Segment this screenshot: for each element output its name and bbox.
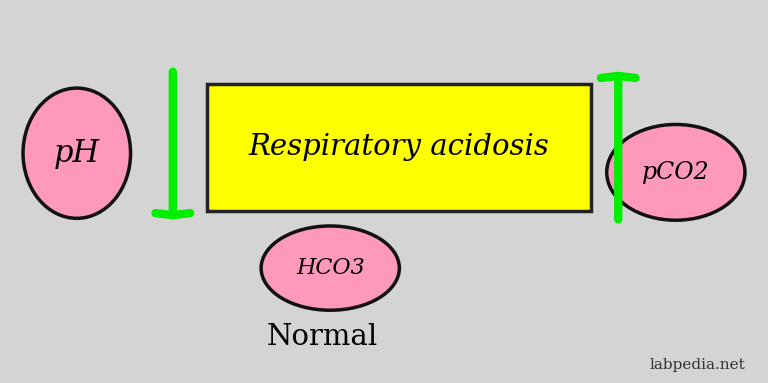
Text: labpedia.net: labpedia.net xyxy=(649,357,745,372)
Text: pH: pH xyxy=(54,138,100,169)
Text: Normal: Normal xyxy=(267,323,378,351)
Ellipse shape xyxy=(261,226,399,310)
Ellipse shape xyxy=(23,88,131,218)
FancyBboxPatch shape xyxy=(207,84,591,211)
Text: HCO3: HCO3 xyxy=(296,257,365,279)
Ellipse shape xyxy=(607,124,745,220)
Text: Respiratory acidosis: Respiratory acidosis xyxy=(249,133,550,162)
Text: pCO2: pCO2 xyxy=(642,161,710,184)
